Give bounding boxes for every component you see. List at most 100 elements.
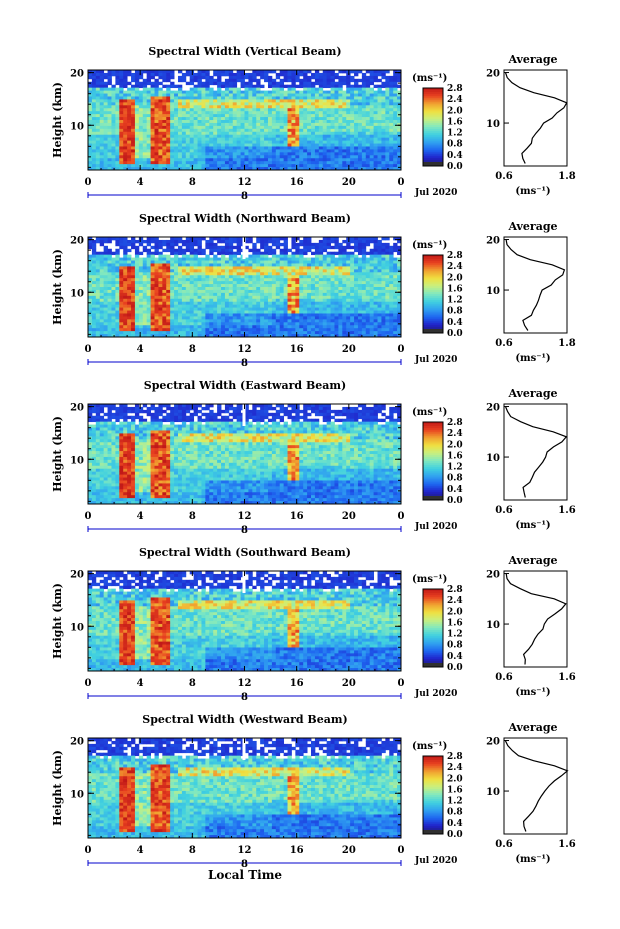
heatmap-cell [213, 105, 218, 109]
heatmap-cell [166, 140, 171, 144]
heatmap-cell [354, 304, 359, 308]
heatmap-cell [103, 260, 108, 264]
heatmap-cell [217, 319, 222, 323]
heatmap-cell [232, 128, 238, 133]
heatmap-cell [318, 167, 324, 171]
heatmap-cell [393, 122, 398, 127]
heatmap-cell [307, 131, 312, 136]
heatmap-cell [95, 96, 101, 100]
heatmap-cell [95, 269, 101, 273]
heatmap-cell [307, 155, 312, 159]
heatmap-cell [217, 143, 222, 147]
heatmap-cell [224, 313, 230, 317]
heatmap-cell [134, 146, 140, 150]
heatmap-cell [311, 102, 316, 106]
heatmap-cell [314, 102, 320, 106]
heatmap-cell [350, 304, 355, 308]
heatmap-cell [271, 322, 277, 326]
heatmap-cell [279, 287, 285, 291]
heatmap-cell [260, 143, 265, 147]
heatmap-cell [385, 161, 390, 165]
heatmap-cell [138, 105, 144, 109]
heatmap-cell [177, 117, 183, 121]
heatmap-cell [142, 310, 148, 314]
heatmap-cell [330, 307, 335, 311]
heatmap-cell [205, 260, 210, 264]
heatmap-cell [267, 114, 273, 118]
heatmap-cell [260, 134, 265, 139]
heatmap-cell [279, 257, 285, 261]
heatmap-cell [119, 260, 124, 264]
heatmap-cell [91, 143, 97, 147]
heatmap-cell [170, 108, 175, 112]
heatmap-cell [279, 248, 285, 253]
heatmap-cell [299, 131, 304, 136]
heatmap-cell [397, 152, 402, 156]
heatmap-cell [330, 319, 335, 323]
heatmap-cell [217, 301, 222, 306]
heatmap-cell [311, 149, 316, 153]
heatmap-cell [252, 114, 257, 118]
heatmap-cell [189, 161, 195, 165]
heatmap-cell [354, 152, 359, 156]
heatmap-cell [318, 292, 324, 297]
heatmap-cell [322, 272, 328, 276]
heatmap-cell [119, 164, 124, 168]
heatmap-cell [123, 266, 128, 270]
heatmap-cell [103, 251, 108, 256]
heatmap-cell [146, 322, 151, 326]
heatmap-cell [271, 149, 277, 153]
heatmap-cell [224, 125, 230, 130]
heatmap-cell [354, 269, 359, 273]
heatmap-cell [146, 102, 151, 106]
heatmap-cell [307, 84, 312, 89]
heatmap-cell [322, 155, 328, 159]
heatmap-cell [318, 251, 324, 256]
heatmap-cell [260, 245, 265, 250]
heatmap-cell [103, 96, 108, 100]
heatmap-cell [103, 245, 108, 250]
heatmap-cell [228, 72, 234, 77]
heatmap-cell [127, 298, 132, 303]
heatmap-cell [127, 108, 132, 112]
heatmap-cell [138, 155, 144, 159]
heatmap-cell [119, 289, 124, 294]
heatmap-cell [127, 117, 132, 121]
heatmap-cell [361, 78, 367, 83]
heatmap-cell [123, 331, 128, 335]
heatmap-cell [389, 149, 394, 153]
heatmap-cell [228, 164, 234, 168]
heatmap-cell [224, 140, 230, 144]
heatmap-cell [115, 125, 120, 130]
heatmap-cell [283, 99, 288, 103]
heatmap-cell [197, 152, 202, 156]
heatmap-cell [275, 292, 281, 297]
heatmap-cell [346, 158, 351, 162]
heatmap-cell [287, 260, 292, 264]
heatmap-cell [307, 310, 312, 314]
heatmap-cell [346, 325, 351, 329]
heatmap-cell [240, 289, 245, 294]
heatmap-cell [193, 134, 198, 139]
heatmap-cell [397, 167, 402, 171]
heatmap-cell [217, 93, 222, 97]
heatmap-cell [283, 239, 288, 244]
heatmap-cell [275, 245, 281, 250]
heatmap-cell [240, 96, 245, 100]
heatmap-cell [342, 93, 347, 97]
heatmap-cell [138, 260, 144, 264]
heatmap-cell [342, 111, 347, 115]
heatmap-cell [334, 117, 339, 121]
heatmap-cell [177, 257, 183, 261]
heatmap-cell [217, 149, 222, 153]
heatmap-cell [150, 134, 155, 139]
heatmap-cell [264, 328, 269, 332]
heatmap-cell [177, 331, 183, 335]
heatmap-cell [354, 90, 359, 94]
heatmap-cell [205, 266, 210, 270]
heatmap-cell [99, 164, 105, 168]
heatmap-cell [393, 155, 398, 159]
heatmap-cell [244, 122, 249, 127]
heatmap-cell [193, 87, 198, 91]
heatmap-cell [228, 263, 234, 267]
